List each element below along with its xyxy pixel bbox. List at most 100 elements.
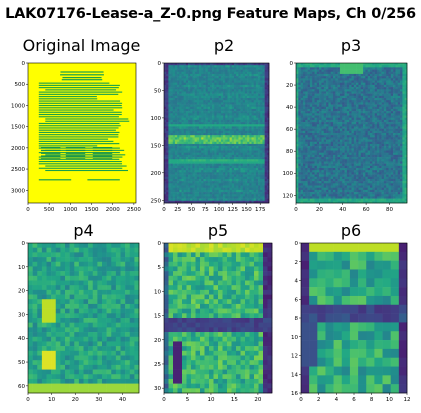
heatmap-cell	[234, 135, 237, 138]
heatmap-cell	[205, 185, 209, 188]
heatmap-cell	[236, 137, 239, 140]
heatmap-cell	[300, 128, 304, 132]
heatmap-cell	[319, 122, 322, 125]
heatmap-cell	[356, 69, 359, 73]
y-tick-label: 150	[151, 143, 162, 149]
heatmap-cell	[164, 89, 167, 92]
heatmap-cell	[236, 183, 239, 186]
heatmap-cell	[238, 165, 241, 169]
heatmap-cell	[212, 196, 215, 199]
heatmap-cell	[209, 194, 213, 197]
heatmap-cell	[220, 65, 224, 68]
heatmap-cell	[262, 130, 265, 134]
heatmap-cell	[229, 170, 233, 173]
heatmap-cell	[344, 122, 348, 125]
heatmap-cell	[164, 200, 167, 204]
heatmap-cell	[251, 87, 254, 90]
heatmap-cell	[236, 157, 239, 160]
heatmap-cell	[367, 128, 371, 132]
heatmap-cell	[266, 91, 270, 94]
heatmap-cell	[356, 111, 359, 114]
heatmap-cell	[181, 104, 184, 108]
heatmap-cell	[251, 76, 254, 79]
heatmap-cell	[351, 130, 355, 134]
heatmap-cell	[367, 111, 371, 114]
heatmap-cell	[253, 192, 257, 195]
heatmap-cell	[192, 194, 195, 197]
heatmap-cell	[188, 152, 191, 156]
heatmap-cell	[335, 102, 338, 105]
heatmap-cell	[174, 69, 178, 73]
heatmap-cell	[172, 189, 176, 193]
heatmap-cell	[319, 98, 322, 101]
heatmap-cell	[374, 122, 378, 125]
heatmap-cell	[192, 181, 195, 184]
heatmap-cell	[260, 143, 263, 147]
heatmap-cell	[386, 111, 389, 114]
heatmap-cell	[255, 139, 259, 143]
heatmap-cell	[328, 63, 331, 66]
heatmap-cell	[339, 117, 343, 121]
heatmap-cell	[194, 174, 198, 178]
heatmap-cell	[192, 69, 195, 73]
heatmap-cell	[266, 192, 270, 195]
heatmap-cell	[238, 139, 241, 143]
heatmap-cell	[229, 198, 233, 202]
heatmap-cell	[333, 87, 336, 90]
heatmap-cell	[356, 117, 359, 121]
heatmap-cell	[201, 108, 204, 112]
heatmap-cell	[397, 115, 401, 118]
heatmap-cell	[244, 141, 248, 145]
heatmap-cell	[183, 95, 187, 99]
heatmap-cell	[240, 137, 244, 140]
heatmap-cell	[335, 115, 338, 118]
heatmap-cell	[170, 69, 174, 73]
heatmap-cell	[393, 130, 396, 134]
heatmap-cell	[201, 185, 204, 188]
heatmap-cell	[201, 102, 204, 105]
heatmap-cell	[201, 148, 204, 151]
heatmap-cell	[376, 78, 380, 81]
heatmap-cell	[223, 176, 226, 180]
heatmap-cell	[238, 67, 241, 70]
heatmap-cell	[363, 119, 366, 123]
heatmap-cell	[305, 100, 308, 103]
heatmap-cell	[205, 163, 209, 167]
heatmap-cell	[190, 84, 193, 88]
heatmap-cell	[372, 82, 375, 86]
heatmap-cell	[314, 106, 318, 110]
heatmap-cell	[255, 63, 259, 66]
heatmap-cell	[205, 194, 209, 197]
heatmap-cell	[168, 108, 171, 112]
heatmap-cell	[335, 73, 338, 77]
heatmap-cell	[344, 117, 348, 121]
heatmap-cell	[305, 126, 308, 129]
heatmap-cell	[172, 178, 176, 182]
heatmap-cell	[298, 108, 301, 112]
heatmap-cell	[244, 196, 248, 199]
heatmap-cell	[188, 161, 191, 164]
heatmap-cell	[247, 82, 250, 86]
heatmap-cell	[164, 165, 167, 169]
heatmap-cell	[164, 183, 167, 186]
heatmap-cell	[404, 104, 408, 108]
heatmap-cell	[349, 117, 352, 121]
heatmap-cell	[344, 100, 348, 103]
heatmap-cell	[356, 141, 359, 145]
heatmap-cell	[390, 80, 394, 83]
heatmap-cell	[249, 106, 252, 110]
heatmap-cell	[212, 102, 215, 105]
heatmap-cell	[404, 122, 408, 125]
heatmap-cell	[199, 63, 202, 66]
heatmap-cell	[376, 122, 380, 125]
heatmap-cell	[166, 115, 169, 118]
heatmap-cell	[386, 89, 389, 92]
heatmap-cell	[249, 115, 252, 118]
heatmap-cell	[201, 82, 204, 86]
heatmap-cell	[214, 200, 217, 204]
heatmap-cell	[194, 152, 198, 156]
heatmap-cell	[381, 122, 385, 125]
heatmap-cell	[238, 128, 241, 132]
heatmap-cell	[220, 115, 224, 118]
heatmap-cell	[390, 137, 394, 140]
